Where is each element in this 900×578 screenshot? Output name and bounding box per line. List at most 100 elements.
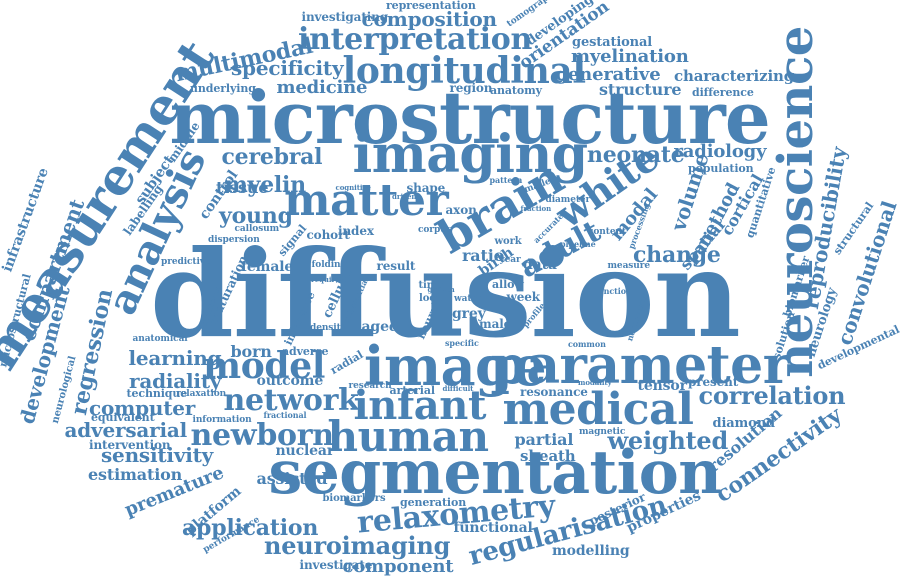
word-diffusion: diffusion [150, 224, 741, 365]
word-medical: medical [502, 384, 694, 435]
word-composition: composition [361, 7, 498, 31]
word-structure: structure [599, 80, 682, 99]
word-neuroimaging: neuroimaging [264, 531, 451, 560]
word-computer: computer [89, 396, 196, 420]
word-adverse: adverse [282, 344, 329, 358]
word-estimation: estimation [88, 465, 183, 484]
word-sheath: sheath [520, 446, 576, 465]
word-modality: modality [578, 377, 612, 387]
word-diameter: diameter [545, 194, 591, 205]
word-function: function [594, 286, 632, 296]
word-predictive: predictive [161, 256, 211, 267]
word-outcome: outcome [256, 373, 324, 389]
word-arterial: arterial [389, 383, 436, 397]
word-investigating: investigating [301, 10, 389, 24]
word-weighted: weighted [607, 426, 729, 455]
word-common: common [568, 339, 606, 349]
word-cerebral: cerebral [221, 144, 323, 170]
word-tensor: tensor [637, 378, 687, 394]
word-growth: growth [427, 284, 455, 294]
word-generation: generation [400, 495, 467, 509]
word-equivalent: equivalent [91, 410, 155, 424]
word-network: network [223, 383, 359, 418]
word-research: research [348, 380, 392, 391]
word-year: year [499, 254, 521, 265]
word-assisted: assisted [256, 469, 328, 488]
word-allow: allow [492, 277, 524, 291]
word-fractional: fractional [263, 410, 307, 420]
word-require: require [311, 274, 340, 284]
word-parameter: parameter [490, 335, 791, 396]
word-anatomy: anatomy [490, 83, 542, 97]
word-segmentation: segmentation [268, 438, 722, 508]
word-anatomical: anatomical [132, 333, 188, 344]
word-myelin: myelin [224, 172, 307, 198]
word-application: application [182, 515, 319, 541]
word-difference: difference [692, 85, 754, 99]
word-correlation: correlation [698, 381, 846, 410]
word-magnetic: magnetic [579, 426, 626, 437]
word-dispersion: dispersion [208, 234, 260, 245]
word-generative: generative [555, 64, 661, 85]
word-measure: measure [607, 260, 651, 271]
word-week: week [506, 290, 541, 304]
word-biomarkers: biomarkers [322, 493, 386, 504]
word-index: index [338, 224, 374, 238]
word-local: local [419, 293, 446, 304]
word-work: work [494, 236, 522, 247]
word-corpus: corpus [418, 224, 452, 235]
word-male: male [479, 317, 512, 331]
word-time: time [418, 280, 444, 291]
word-difficult: difficult [442, 383, 474, 393]
word-present: present [688, 375, 739, 389]
word-learning: learning [128, 346, 222, 370]
word-information: information [192, 414, 252, 425]
word-grey: grey [452, 306, 486, 322]
word-functional: functional [453, 520, 533, 536]
word-investigate: investigate [299, 558, 373, 572]
word-born: born [230, 342, 272, 361]
word-nuclear: nuclear [275, 443, 335, 459]
word-ratio: ratio [462, 246, 505, 265]
word-shape: shape [406, 181, 446, 195]
word-relaxation: relaxation [176, 388, 227, 399]
word-imaging: imaging [352, 124, 589, 185]
word-sensitivity: sensitivity [101, 443, 214, 467]
word-technique: technique [126, 386, 188, 400]
word-data: data [523, 257, 557, 273]
word-content: content [588, 226, 626, 237]
word-infant: infant [353, 382, 487, 429]
word-fraction: fraction [520, 203, 552, 213]
word-underlying: underlying [190, 81, 256, 95]
word-longitudinal: longitudinal [342, 50, 587, 92]
word-axon: axon [445, 203, 477, 217]
word-pattern: pattern [489, 175, 523, 185]
word-female: female [241, 259, 294, 275]
word-modelling: modelling [552, 543, 630, 559]
word-young: young [219, 203, 293, 229]
word-density: density [310, 322, 346, 333]
word-result: result [376, 259, 416, 273]
word-newborn: newborn [190, 418, 335, 453]
word-intervention: intervention [89, 438, 171, 452]
word-partial: partial [514, 430, 574, 449]
word-aged: aged [361, 319, 399, 335]
word-component: component [342, 556, 454, 577]
word-characterizing: characterizing [674, 66, 795, 85]
word-radiality: radiality [129, 369, 222, 393]
word-matter: matter [284, 175, 449, 226]
word-cognitive: cognitive [335, 182, 371, 192]
word-gestational: gestational [572, 34, 653, 50]
word-diamond: diamond [712, 415, 776, 431]
word-specificity: specificity [231, 56, 344, 80]
word-population: population [688, 161, 754, 175]
word-region: region [449, 81, 493, 95]
word-representation: representation [386, 0, 476, 12]
word-resonance: resonance [520, 385, 588, 399]
word-model: model [203, 345, 326, 387]
word-myelination: myelination [571, 46, 689, 67]
word-interpretation: interpretation [298, 22, 532, 57]
word-neonate: neonate [587, 142, 685, 168]
word-medicine: medicine [276, 77, 368, 98]
